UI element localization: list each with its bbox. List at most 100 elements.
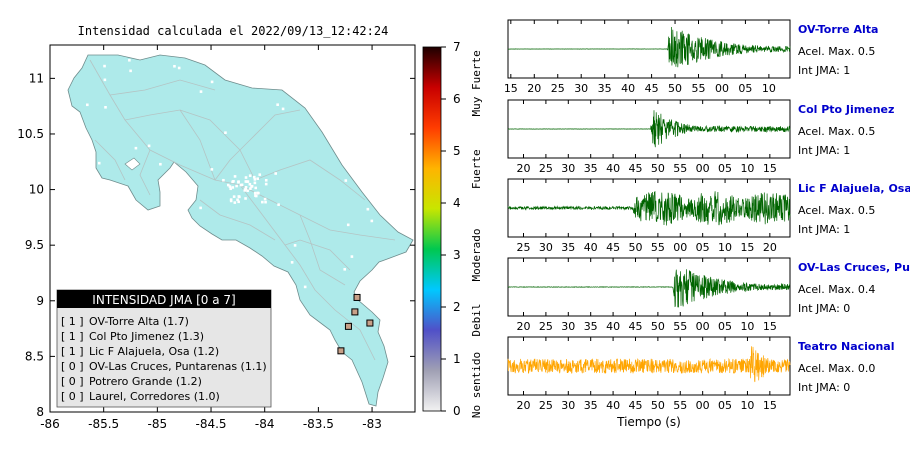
- lake-shape: [124, 157, 141, 171]
- waveform-trace: [507, 346, 791, 383]
- town-dot: [210, 168, 214, 171]
- waveform-trace: [507, 26, 791, 68]
- waveform-tick-label: 00: [696, 320, 710, 333]
- town-dot: [281, 107, 285, 111]
- waveform-tick-label: 15: [763, 162, 777, 175]
- acel-max-label: Acel. Max. 0.4: [798, 283, 875, 296]
- waveform-tick-label: 25: [539, 399, 553, 412]
- waveform-tick-label: 25: [539, 320, 553, 333]
- map-title: Intensidad calculada el 2022/09/13_12:42…: [78, 24, 389, 38]
- town-dot: [232, 195, 236, 198]
- station-marker: [353, 293, 361, 301]
- colorbar-category-label: Muy Fuerte: [470, 50, 483, 116]
- colorbar-labels: No sentido Debil Moderado Fuerte Muy Fuerte: [470, 50, 483, 418]
- waveform-tick-label: 45: [645, 82, 659, 95]
- waveform-tick-label: 30: [574, 82, 588, 95]
- town-dot: [243, 189, 247, 192]
- town-dot: [264, 200, 267, 204]
- waveform-tick-label: 20: [763, 241, 777, 254]
- waveform-tick-label: 40: [621, 82, 635, 95]
- town-dot: [244, 187, 247, 191]
- town-dot: [248, 174, 252, 177]
- waveform-tick-label: 20: [517, 399, 531, 412]
- waveform-panel: 25 30 35 40 45 50 55 00 05 10 15 20 Lic F Alajuela, …: [507, 178, 910, 254]
- town-dot: [236, 198, 239, 202]
- town-dot: [128, 58, 131, 62]
- waveform-tick-label: 20: [527, 82, 541, 95]
- town-dot: [233, 201, 237, 204]
- legend-title: INTENSIDAD JMA [0 a 7]: [92, 293, 235, 307]
- legend-class: [ 1 ]: [61, 330, 84, 343]
- colorbar-tick-label: 5: [453, 144, 461, 158]
- map-y-tick-label: 10.5: [17, 127, 44, 141]
- town-dot: [277, 203, 280, 206]
- town-dot: [253, 181, 257, 185]
- map-x-tick-label: -84: [255, 417, 275, 431]
- waveform-tick-label: 30: [539, 241, 553, 254]
- station-name: Lic F Alajuela, Osa: [798, 182, 910, 195]
- legend-entry-label: Laurel, Corredores (1.0): [89, 390, 220, 403]
- colorbar: 0 1 2 3 4 5 6 7 No sentido Debil Moderado Fuerte Mu…: [422, 40, 483, 418]
- legend-box: [56, 289, 272, 408]
- town-dot: [237, 200, 240, 204]
- waveform-tick-label: 10: [740, 162, 754, 175]
- waveform-tick-label: 00: [715, 82, 729, 95]
- waveform-tick-label: 40: [584, 241, 598, 254]
- colorbar-tick-label: 6: [453, 92, 461, 106]
- town-dot: [229, 199, 233, 203]
- town-dot: [366, 207, 370, 211]
- map-x-tick-label: -84.5: [195, 417, 226, 431]
- waveform-trace: [507, 191, 791, 226]
- town-dot: [253, 191, 257, 195]
- town-dot: [228, 185, 232, 188]
- town-dot: [350, 255, 354, 258]
- waveform-x-label: Tiempo (s): [616, 415, 681, 429]
- map-y-axis: 8 8.5 9 9.5 10 10.5 11: [17, 71, 415, 419]
- town-dot: [264, 178, 268, 182]
- waveform-tick-label: 20: [517, 320, 531, 333]
- town-dot: [235, 184, 238, 188]
- waveform-panel: 15 20 25 30 35 40 45 50 55 00 05 10 OV-Torre Alta Ace…: [504, 19, 878, 95]
- map-y-tick-label: 9.5: [25, 238, 44, 252]
- map-x-tick-label: -85.5: [88, 417, 119, 431]
- waveform-tick-label: 15: [763, 399, 777, 412]
- waveform-tick-label: 45: [606, 241, 620, 254]
- town-dot: [263, 197, 267, 201]
- road: [139, 149, 151, 196]
- intensity-legend: INTENSIDAD JMA [0 a 7] [ 1 ] OV-Torre Alt…: [56, 289, 272, 408]
- town-dot: [226, 183, 230, 187]
- legend-class: [ 0 ]: [61, 375, 84, 388]
- waveform-tick-label: 40: [606, 320, 620, 333]
- town-dot: [346, 223, 350, 227]
- waveform-tick-label: 00: [696, 399, 710, 412]
- town-dot: [264, 182, 268, 186]
- waveform-tick-label: 55: [673, 162, 687, 175]
- waveform-tick-label: 50: [668, 82, 682, 95]
- waveform-tick-label: 35: [584, 320, 598, 333]
- legend-class: [ 0 ]: [61, 390, 84, 403]
- town-dot: [229, 187, 232, 191]
- waveform-tick-label: 10: [740, 399, 754, 412]
- town-dot: [258, 173, 262, 176]
- waveform-tick-label: 00: [673, 241, 687, 254]
- town-dot: [147, 144, 151, 148]
- town-dot: [86, 103, 89, 107]
- waveform-tick-label: 55: [692, 82, 706, 95]
- station-name: Teatro Nacional: [798, 340, 895, 353]
- town-dot: [343, 268, 347, 271]
- road: [239, 184, 396, 241]
- waveform-tick-label: 50: [651, 162, 665, 175]
- acel-max-label: Acel. Max. 0.5: [798, 45, 875, 58]
- map-y-tick-label: 11: [29, 71, 44, 85]
- legend-class: [ 1 ]: [61, 315, 84, 328]
- town-dot: [210, 80, 214, 84]
- waveform-panel: 20 25 30 35 40 45 50 55 00 05 10 15 Teatro Nacional A…: [507, 336, 895, 412]
- legend-class: [ 0 ]: [61, 360, 84, 373]
- acel-max-label: Acel. Max. 0.5: [798, 125, 875, 138]
- town-dot: [290, 261, 294, 264]
- town-dot: [104, 106, 107, 109]
- town-dot: [293, 244, 297, 247]
- waveform-tick-label: 15: [740, 241, 754, 254]
- waveform-tick-label: 50: [628, 241, 642, 254]
